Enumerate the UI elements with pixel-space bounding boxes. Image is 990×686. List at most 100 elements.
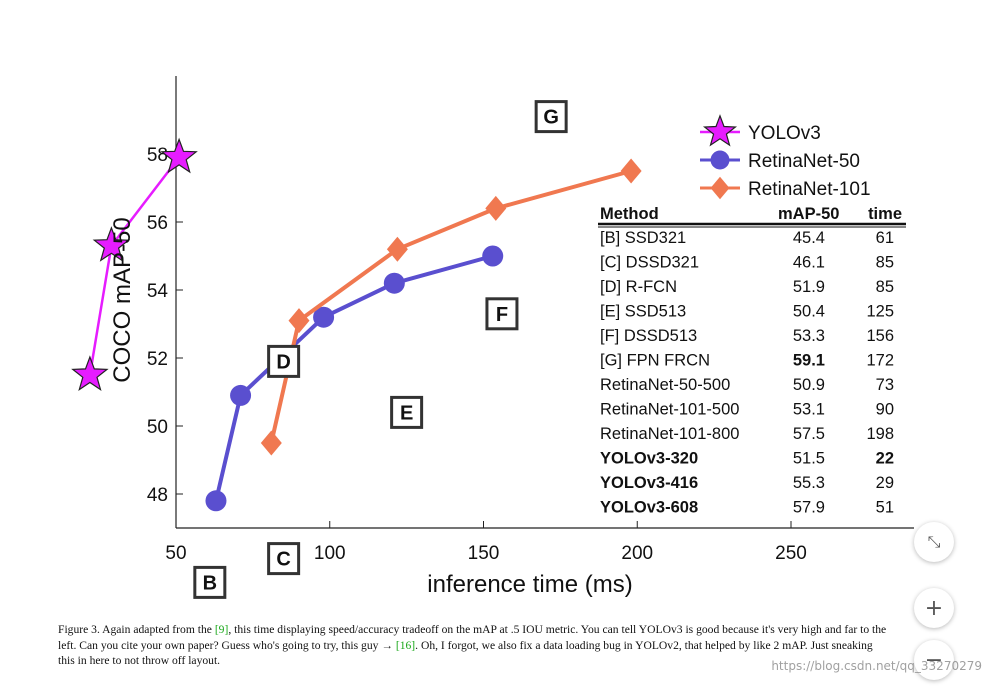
annotation-box <box>267 344 301 378</box>
legend-marker-retinanet-50 <box>710 150 730 170</box>
table-cell-time: 85 <box>876 278 894 296</box>
annotation-label: D <box>276 351 290 373</box>
y-tick-label: 50 <box>147 417 168 438</box>
annotation-label: C <box>276 549 290 571</box>
table-cell-time: 90 <box>876 401 894 419</box>
table-cell-time: 51 <box>876 499 894 517</box>
table-cell-method: [D] R-FCN <box>600 278 677 296</box>
legend-label-retinanet-50: RetinaNet-50 <box>748 151 860 172</box>
data-point-retinanet-101 <box>386 236 408 262</box>
citation-link-9[interactable]: [9] <box>214 623 229 636</box>
data-point-retinanet-50 <box>383 272 405 294</box>
data-point-yolov3 <box>92 226 131 262</box>
y-tick-label: 54 <box>147 281 169 302</box>
figure-caption: Figure 3. Again adapted from the [9], th… <box>58 622 888 669</box>
watermark: https://blog.csdn.net/qq_33270279 <box>771 659 982 673</box>
table-header-method: Method <box>600 205 659 223</box>
x-tick-label: 100 <box>314 543 346 564</box>
annotation-label: B <box>203 572 217 594</box>
y-tick-label: 58 <box>147 145 168 166</box>
zoom-in-button[interactable]: + <box>914 588 954 628</box>
table-cell-time: 125 <box>866 303 894 321</box>
zoom-out-button[interactable]: − <box>914 640 954 680</box>
minus-icon: − <box>924 647 944 673</box>
table-header-time: time <box>868 205 902 223</box>
table-cell-method: RetinaNet-50-500 <box>600 376 730 394</box>
table-cell-method: RetinaNet-101-800 <box>600 425 739 443</box>
caption-text-2: , this time displaying speed/accuracy tr… <box>58 623 887 652</box>
table-cell-time: 85 <box>876 254 894 272</box>
table-cell-method: YOLOv3-320 <box>600 450 698 468</box>
table-cell-time: 61 <box>876 229 894 247</box>
table-cell-map: 53.3 <box>793 327 825 345</box>
table-cell-time: 22 <box>876 450 894 468</box>
table-cell-map: 45.4 <box>793 229 825 247</box>
table-cell-method: [F] DSSD513 <box>600 327 697 345</box>
table-cell-method: [B] SSD321 <box>600 229 686 247</box>
data-point-yolov3 <box>160 137 198 174</box>
table-cell-time: 156 <box>866 327 894 345</box>
chart-legend: YOLOv3 RetinaNet-50 RetinaNet-101 <box>700 114 871 200</box>
plus-icon: + <box>924 595 944 621</box>
table-cell-map: 51.5 <box>793 450 825 468</box>
legend-marker-yolov3 <box>702 114 738 147</box>
table-cell-method: RetinaNet-101-500 <box>600 401 739 419</box>
citation-link-16[interactable]: [16] <box>395 638 416 652</box>
data-point-retinanet-101 <box>288 308 310 334</box>
annotation-label: G <box>543 107 559 129</box>
table-cell-map: 50.4 <box>793 303 825 321</box>
legend-marker-retinanet-101 <box>710 176 730 200</box>
table-cell-time: 73 <box>876 376 894 394</box>
data-point-yolov3 <box>71 355 109 392</box>
table-cell-method: [E] SSD513 <box>600 303 686 321</box>
caption-text-3: . Oh, I forgot, we also fix a data loadi… <box>58 638 873 668</box>
table-cell-map: 59.1 <box>793 352 825 370</box>
caption-text-1: Figure 3. Again adapted from the <box>58 623 215 636</box>
table-cell-map: 51.9 <box>793 278 825 296</box>
table-cell-map: 55.3 <box>793 474 825 492</box>
data-point-retinanet-101 <box>260 430 282 456</box>
chart-series <box>71 137 642 512</box>
table-header-map: mAP-50 <box>778 205 839 223</box>
x-tick-label: 150 <box>468 543 500 564</box>
data-point-retinanet-50 <box>313 306 335 328</box>
x-tick-label: 50 <box>165 543 186 564</box>
table-cell-time: 198 <box>866 425 894 443</box>
annotation-label: E <box>400 402 413 424</box>
table-cell-map: 46.1 <box>793 254 825 272</box>
data-point-retinanet-50 <box>482 245 504 267</box>
y-tick-label: 56 <box>147 213 168 234</box>
fit-view-button[interactable]: ⤡ <box>914 522 954 562</box>
table-cell-method: [C] DSSD321 <box>600 254 699 272</box>
annotation-box <box>193 565 227 599</box>
results-table: Method mAP-50 time [B] SSD321 45.4 61 [C] DSSD… <box>598 205 906 517</box>
table-cell-method: [G] FPN FRCN <box>600 352 710 370</box>
x-tick-label: 250 <box>775 543 807 564</box>
data-point-retinanet-50 <box>230 384 252 406</box>
annotation-box <box>534 100 568 134</box>
legend-label-retinanet-101: RetinaNet-101 <box>748 179 871 200</box>
series-line-retinanet-50 <box>214 254 494 502</box>
x-tick-label: 200 <box>621 543 653 564</box>
table-cell-method: YOLOv3-416 <box>600 474 698 492</box>
table-cell-method: YOLOv3-608 <box>600 499 698 517</box>
y-tick-label: 52 <box>147 349 168 370</box>
legend-label-yolov3: YOLOv3 <box>748 123 821 144</box>
data-point-retinanet-101 <box>485 195 507 221</box>
chart-annotations: B C D E F G <box>193 100 568 599</box>
annotation-box <box>485 297 519 331</box>
x-axis-label: inference time (ms) <box>427 571 632 598</box>
data-point-retinanet-101 <box>620 158 642 184</box>
y-tick-label: 48 <box>147 485 168 506</box>
chart-axes: 50 100 150 200 250 48 50 52 54 56 58 <box>147 76 914 564</box>
annotation-box <box>390 395 424 429</box>
table-cell-time: 29 <box>876 474 894 492</box>
table-cell-map: 50.9 <box>793 376 825 394</box>
table-cell-map: 57.9 <box>793 499 825 517</box>
annotation-label: F <box>496 304 508 326</box>
table-cell-time: 172 <box>866 352 894 370</box>
annotation-box <box>267 542 301 576</box>
y-axis-label: COCO mAP-50 <box>109 217 136 382</box>
data-point-retinanet-50 <box>205 490 227 512</box>
